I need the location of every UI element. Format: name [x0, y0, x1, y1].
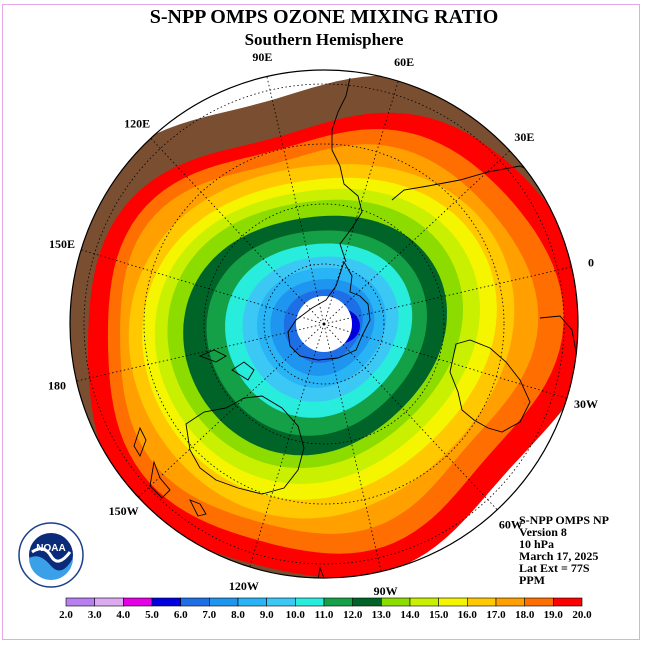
colorbar-swatch — [323, 597, 354, 607]
longitude-label-90e: 90E — [252, 50, 272, 64]
info-level: 10 hPa — [519, 537, 555, 551]
colorbar-swatch — [94, 597, 124, 607]
colorbar-tick-label: 18.0 — [515, 609, 535, 621]
coastline — [189, 499, 207, 517]
noaa-logo: NOAA — [18, 522, 84, 588]
colorbar-tick-label: 16.0 — [458, 609, 478, 621]
colorbar-tick-label: 4.0 — [116, 609, 130, 621]
info-date: March 17, 2025 — [519, 549, 599, 563]
longitude-label-180: 180 — [48, 379, 66, 393]
coastline — [449, 339, 531, 433]
longitude-label-30e: 30E — [514, 130, 534, 144]
longitude-labels: 0 30E 60E 90E 120E 150E 180 150W 120W 90W 60W 30W — [48, 50, 598, 598]
longitude-label-30w: 30W — [574, 397, 598, 411]
colorbar-swatch — [294, 597, 325, 607]
coastline — [317, 566, 325, 578]
colorbar-swatch — [237, 597, 268, 607]
latitude-circle — [263, 263, 385, 385]
info-block: S-NPP OMPS NP Version 8 10 hPa March 17,… — [519, 514, 609, 586]
colorbar-swatch — [352, 597, 382, 607]
longitude-label-60w: 60W — [499, 517, 523, 531]
longitude-label-150e: 150E — [49, 237, 75, 251]
logo-text: NOAA — [36, 543, 65, 554]
colorbar: 2.0 3.0 4.0 5.0 6.0 7.0 8.0 9.0 10.0 11.0 12.0 13.0… — [59, 597, 592, 621]
colorbar-swatch — [552, 597, 583, 607]
chart-subtitle: Southern Hemisphere — [244, 30, 404, 49]
info-lat-ext: Lat Ext = 77S — [519, 561, 590, 575]
coastline — [539, 315, 577, 353]
colorbar-tick-label: 13.0 — [372, 609, 392, 621]
latitude-circle — [83, 83, 565, 565]
longitude-label-120w: 120W — [229, 579, 259, 593]
colorbar-tick-label: 17.0 — [486, 609, 506, 621]
colorbar-swatch — [409, 597, 440, 607]
coastline — [185, 395, 305, 495]
colorbar-tick-label: 11.0 — [315, 609, 334, 621]
colorbar-swatch — [209, 597, 239, 607]
map-border — [69, 69, 579, 579]
colorbar-swatch — [466, 597, 497, 607]
info-units: PPM — [519, 573, 545, 587]
colorbar-tick-label: 20.0 — [572, 609, 592, 621]
info-version: Version 8 — [519, 525, 567, 539]
graticule — [76, 76, 572, 572]
colorbar-tick-label: 5.0 — [145, 609, 159, 621]
colorbar-swatch — [65, 597, 96, 607]
colorbar-tick-label: 7.0 — [202, 609, 216, 621]
colorbar-swatch — [266, 597, 296, 607]
coastline — [149, 460, 171, 499]
colorbar-swatch — [123, 597, 153, 607]
colorbar-tick-label: 12.0 — [343, 609, 363, 621]
colorbar-tick-label: 8.0 — [231, 609, 245, 621]
colorbar-swatch — [438, 597, 468, 607]
coastline — [133, 426, 147, 458]
coastline — [287, 260, 371, 361]
latitude-circle — [143, 143, 505, 505]
colorbar-tick-label: 2.0 — [59, 609, 73, 621]
colorbar-tick-label: 9.0 — [260, 609, 274, 621]
coastline — [198, 349, 227, 363]
colorbar-tick-label: 15.0 — [429, 609, 449, 621]
colorbar-tick-label: 14.0 — [400, 609, 420, 621]
colorbar-swatch — [524, 597, 554, 607]
colorbar-tick-label: 3.0 — [88, 609, 102, 621]
latitude-circle — [203, 203, 445, 445]
colorbar-swatch — [151, 597, 182, 607]
colorbar-swatch — [180, 597, 210, 607]
longitude-label-0: 0 — [588, 255, 594, 269]
longitude-label-150w: 150W — [109, 504, 139, 518]
colorbar-swatch — [495, 597, 526, 607]
coastline — [331, 77, 363, 263]
coastlines — [133, 77, 577, 578]
colorbar-swatch — [380, 597, 411, 607]
plot-frame — [2, 4, 640, 640]
longitude-label-120e: 120E — [124, 117, 150, 131]
colorbar-tick-label: 6.0 — [174, 609, 188, 621]
colorbar-tick-label: 10.0 — [286, 609, 306, 621]
longitude-label-90w: 90W — [374, 584, 398, 598]
longitude-label-60e: 60E — [394, 55, 414, 69]
coastline — [231, 361, 255, 381]
info-instrument: S-NPP OMPS NP — [519, 513, 609, 527]
colorbar-tick-label: 19.0 — [544, 609, 564, 621]
chart-title: S-NPP OMPS OZONE MIXING RATIO — [149, 6, 499, 28]
